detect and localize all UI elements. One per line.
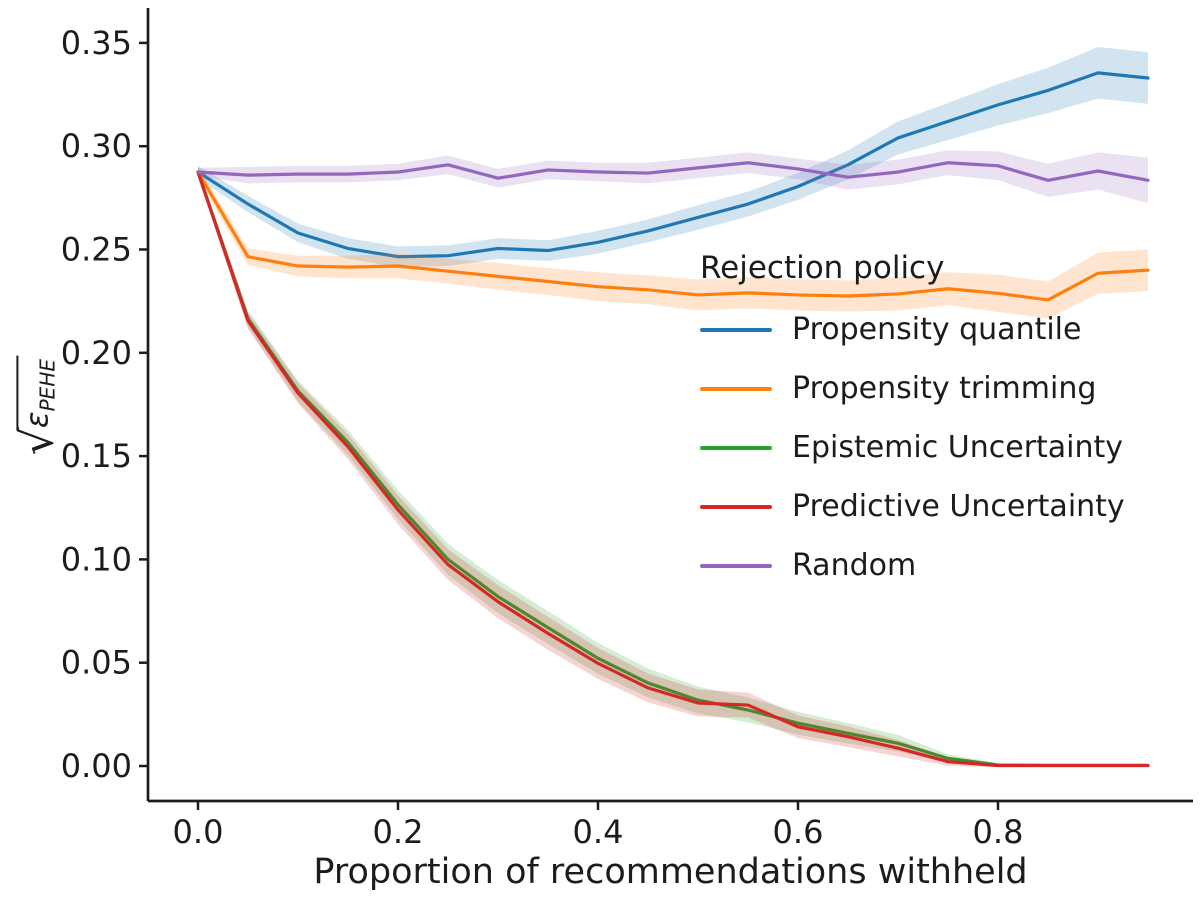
legend-swatch-random: [700, 563, 772, 568]
x-axis-label: Proportion of recommendations withheld: [313, 852, 1028, 892]
legend-swatch-propensity-quantile: [700, 327, 772, 332]
legend-item-epistemic-uncertainty: Epistemic Uncertainty: [700, 418, 1125, 477]
sqrt-symbol: √: [12, 427, 63, 456]
y-tick-label: 0.00: [61, 747, 132, 785]
series-predictive-uncertainty: [196, 170, 1150, 768]
legend-item-predictive-uncertainty: Predictive Uncertainty: [700, 477, 1125, 536]
legend-label: Predictive Uncertainty: [792, 489, 1125, 524]
series-propensity-trimming: [196, 170, 1150, 302]
y-tick-label: 0.15: [61, 437, 132, 475]
legend-item-propensity-quantile: Propensity quantile: [700, 300, 1125, 359]
band-random: [198, 150, 1148, 204]
x-tick-label: 0.0: [173, 813, 224, 851]
y-tick-label: 0.05: [61, 644, 132, 682]
series-random: [196, 161, 1150, 182]
x-tick-label: 0.6: [773, 813, 824, 851]
legend: Rejection policy Propensity quantile Prop…: [700, 250, 1125, 595]
legend-label: Epistemic Uncertainty: [792, 430, 1124, 465]
band-propensity-trimming: [198, 165, 1148, 319]
x-tick-label: 0.2: [373, 813, 424, 851]
legend-swatch-propensity-trimming: [700, 386, 772, 391]
y-tick-label: 0.30: [61, 127, 132, 165]
y-axis-label: √ εPEHE: [12, 306, 63, 506]
y-tick-label: 0.35: [61, 24, 132, 62]
legend-label: Propensity trimming: [792, 371, 1097, 406]
y-axis-label-symbol: εPEHE: [16, 356, 60, 431]
y-tick-label: 0.25: [61, 231, 132, 269]
epsilon-symbol: ε: [19, 411, 56, 429]
x-tick-label: 0.4: [573, 813, 624, 851]
legend-swatch-epistemic-uncertainty: [700, 445, 772, 450]
legend-title: Rejection policy: [700, 250, 945, 286]
legend-item-random: Random: [700, 536, 1125, 595]
legend-label: Random: [792, 548, 917, 583]
legend-swatch-predictive-uncertainty: [700, 504, 772, 509]
legend-label: Propensity quantile: [792, 312, 1082, 347]
legend-item-propensity-trimming: Propensity trimming: [700, 359, 1125, 418]
y-tick-label: 0.10: [61, 540, 132, 578]
y-tick-label: 0.20: [61, 334, 132, 372]
series-propensity-quantile: [196, 71, 1150, 259]
pehe-subscript: PEHE: [35, 359, 60, 412]
x-tick-label: 0.8: [973, 813, 1024, 851]
